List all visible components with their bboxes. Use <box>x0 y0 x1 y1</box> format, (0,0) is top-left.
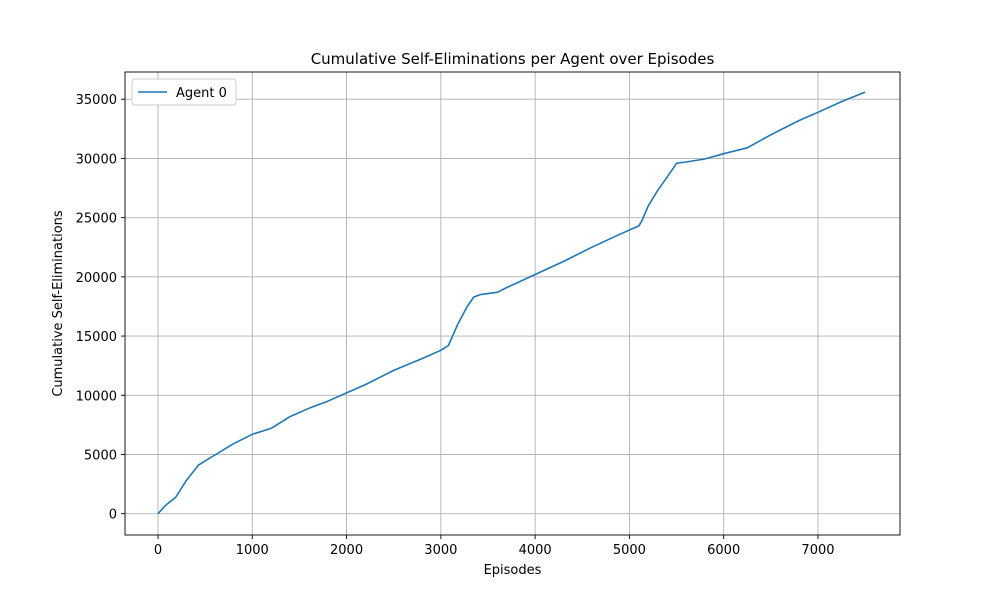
x-tick-label: 7000 <box>801 543 834 558</box>
x-tick-label: 5000 <box>613 543 646 558</box>
y-tick-label: 25000 <box>76 212 117 227</box>
x-tick-label: 6000 <box>707 543 740 558</box>
y-tick-label: 10000 <box>76 389 117 404</box>
y-tick-label: 0 <box>109 508 117 523</box>
plot-area <box>124 71 901 536</box>
y-tick-label: 5000 <box>84 448 117 463</box>
legend-box <box>131 78 237 106</box>
x-axis-label: Episodes <box>484 563 542 578</box>
gridlines <box>125 72 900 535</box>
series-line-agent-0 <box>157 91 866 515</box>
y-tick-label: 30000 <box>76 152 117 167</box>
legend: Agent 0 <box>131 78 237 106</box>
plot-background <box>125 72 900 535</box>
x-axis-ticks: 0 1000 2000 3000 4000 5000 6000 7000 <box>154 535 835 558</box>
x-tick-label: 1000 <box>236 543 269 558</box>
x-tick-label: 0 <box>154 543 162 558</box>
y-tick-label: 20000 <box>76 271 117 286</box>
legend-label-agent-0: Agent 0 <box>176 86 227 101</box>
y-tick-label: 35000 <box>76 93 117 108</box>
x-tick-label: 2000 <box>330 543 363 558</box>
chart-title: Cumulative Self-Eliminations per Agent o… <box>311 50 715 68</box>
y-tick-label: 15000 <box>76 330 117 345</box>
plot-frame <box>124 71 901 536</box>
x-tick-label: 4000 <box>519 543 552 558</box>
y-axis-label: Cumulative Self-Eliminations <box>51 210 66 397</box>
y-axis-ticks: 0 5000 10000 15000 20000 25000 30000 35000 <box>76 93 125 523</box>
x-tick-label: 3000 <box>424 543 457 558</box>
